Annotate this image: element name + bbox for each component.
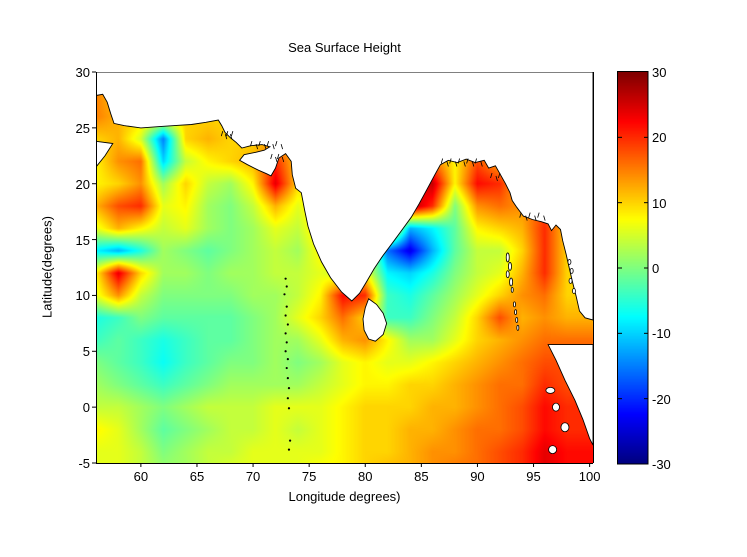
x-tick-label: 60 xyxy=(133,469,149,484)
y-tick-label: 5 xyxy=(82,344,90,360)
y-tick-label: 20 xyxy=(75,176,90,192)
y-tick-label: 0 xyxy=(82,400,90,416)
colorbar-tick-label: -10 xyxy=(652,326,671,342)
x-tick-label: 70 xyxy=(245,469,261,484)
colorbar-tick-label: 30 xyxy=(652,65,667,80)
x-tick-label: 75 xyxy=(301,469,317,484)
x-tick-label: 80 xyxy=(358,469,373,484)
y-tick-label: -5 xyxy=(78,456,90,471)
x-axis-label: Longitude degrees) xyxy=(288,489,401,504)
chart-title: Sea Surface Height xyxy=(288,40,401,55)
y-tick-label: 10 xyxy=(75,288,90,304)
heatmap-canvas xyxy=(96,72,593,463)
y-tick-label: 30 xyxy=(75,65,90,80)
colorbar-tick-label: 0 xyxy=(652,261,660,276)
colorbar-tick-label: -20 xyxy=(652,391,671,407)
colorbar-tick-label: 20 xyxy=(652,130,667,146)
x-tick-label: 100 xyxy=(578,469,601,484)
y-tick-label: 15 xyxy=(75,232,90,248)
colorbar-gradient xyxy=(618,72,648,464)
x-tick-label: 65 xyxy=(189,469,205,484)
colorbar-tick-label: -30 xyxy=(652,457,671,472)
x-tick-label: 90 xyxy=(470,469,485,484)
y-tick-label: 25 xyxy=(75,120,90,136)
x-tick-label: 85 xyxy=(414,469,429,484)
x-tick-label: 95 xyxy=(526,469,541,484)
colorbar-tick-label: 10 xyxy=(652,195,667,211)
